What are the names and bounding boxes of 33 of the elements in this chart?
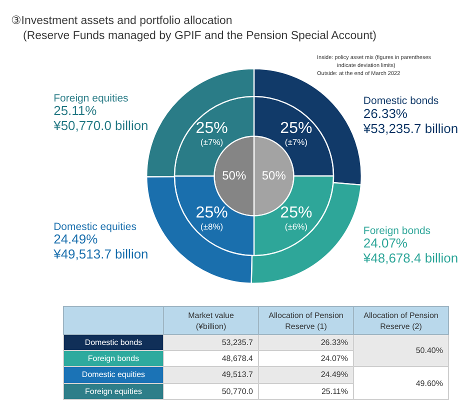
data-label: 25% (±7%) bbox=[196, 120, 228, 148]
data-label: 24.49% ¥49,513.7 billion bbox=[52, 232, 148, 262]
data-label: 25% (±8%) bbox=[196, 204, 228, 232]
category-label: Domestic bonds bbox=[64, 334, 164, 351]
chart-title: ③Investment assets and portfolio allocation bbox=[11, 14, 232, 28]
data-label: 24.07% ¥48,678.4 billion bbox=[362, 236, 458, 266]
data-label: 49,513.7 bbox=[164, 366, 258, 384]
series-label: Allocation of Pension Reserve (2) bbox=[354, 306, 448, 334]
data-label: 25% (±7%) bbox=[280, 120, 312, 148]
data-label: 49.60% bbox=[354, 366, 448, 400]
data-label: 50% bbox=[262, 168, 286, 182]
data-label: 25% (±6%) bbox=[280, 204, 312, 232]
category-label: Foreign equities bbox=[64, 383, 164, 400]
slice-label: Domestic bonds bbox=[363, 95, 439, 108]
data-label: 50.40% bbox=[354, 334, 448, 367]
data-label: 25.11% ¥50,770.0 billion bbox=[52, 103, 148, 134]
category-label: Domestic equities bbox=[64, 366, 164, 384]
slice-label: Domestic equities bbox=[54, 220, 136, 233]
data-label: 53,235.7 bbox=[164, 334, 258, 351]
data-label: 24.49% bbox=[258, 366, 354, 384]
data-label: 50,770.0 bbox=[164, 383, 258, 400]
series-label: Allocation of Pension Reserve (1) bbox=[258, 306, 354, 334]
slice-label: Foreign bonds bbox=[363, 224, 431, 237]
data-label: 24.07% bbox=[258, 350, 354, 367]
series-label: Market value (¥billion) bbox=[164, 306, 258, 334]
category-label: Foreign bonds bbox=[64, 350, 164, 367]
chart-subtitle: (Reserve Funds managed by GPIF and the Pension Special Account) bbox=[23, 29, 377, 43]
data-label: 26.33% ¥53,235.7 billion bbox=[362, 106, 458, 136]
data-label: 48,678.4 bbox=[164, 350, 258, 367]
data-label: 25.11% bbox=[258, 383, 354, 400]
slice-label: Foreign equities bbox=[54, 92, 128, 105]
data-label: 50% bbox=[222, 168, 246, 182]
data-label: 26.33% bbox=[258, 334, 354, 351]
